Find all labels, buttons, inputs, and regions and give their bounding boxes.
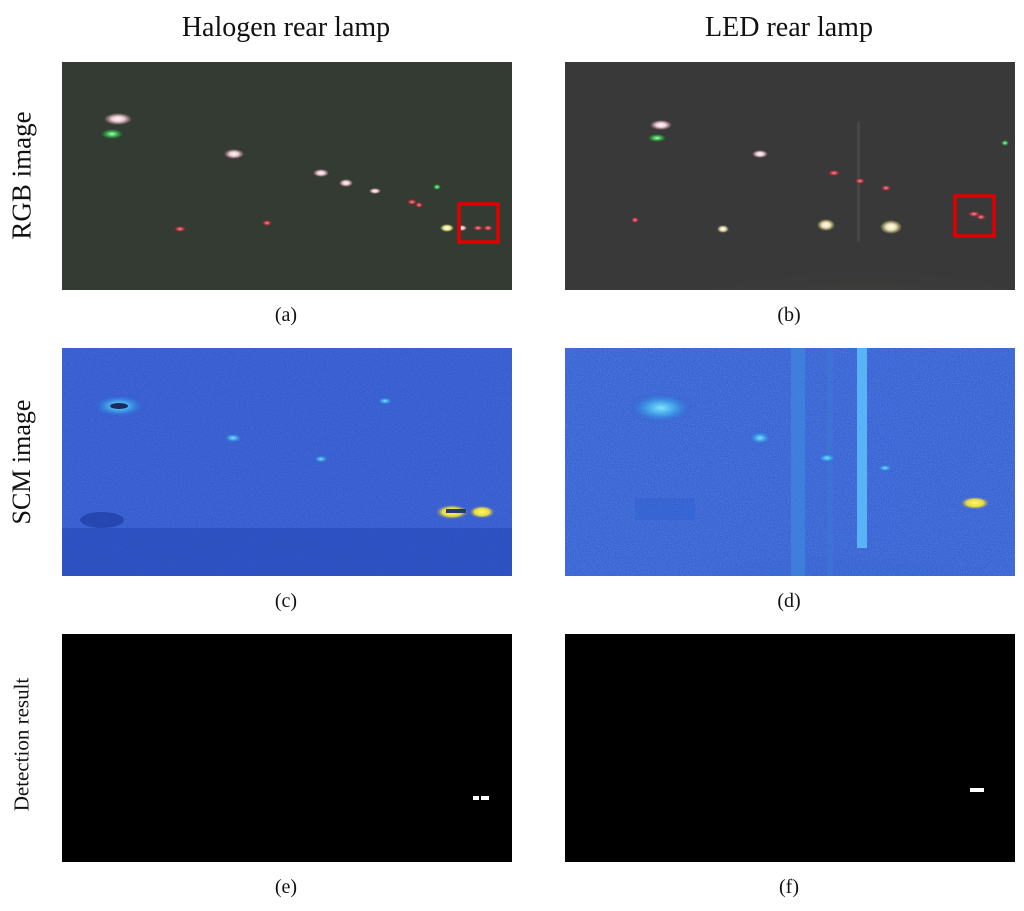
panel-scm-halogen (62, 348, 512, 576)
panel-detection-halogen (62, 634, 512, 862)
row-label-rgb: RGB image (6, 111, 37, 240)
caption-f: (f) (779, 876, 799, 898)
detected-lamp (970, 788, 984, 792)
caption-a: (a) (274, 304, 298, 326)
panel-rgb-led (565, 62, 1015, 290)
panel-scm-led (565, 348, 1015, 576)
roi-box-halogen (457, 202, 500, 244)
caption-d: (d) (777, 590, 801, 612)
detected-lamp-right (481, 796, 489, 800)
caption-e: (e) (274, 876, 298, 898)
caption-c: (c) (274, 590, 298, 612)
roi-box-led (953, 194, 996, 238)
row-label-detection: Detection result (9, 677, 34, 812)
panel-detection-led (565, 634, 1015, 862)
row-label-scm: SCM image (7, 399, 36, 525)
panel-rgb-halogen (62, 62, 512, 290)
detected-lamp-left (473, 796, 479, 800)
caption-b: (b) (777, 304, 801, 326)
column-title-halogen: Halogen rear lamp (181, 12, 391, 43)
column-title-led: LED rear lamp (705, 12, 873, 43)
